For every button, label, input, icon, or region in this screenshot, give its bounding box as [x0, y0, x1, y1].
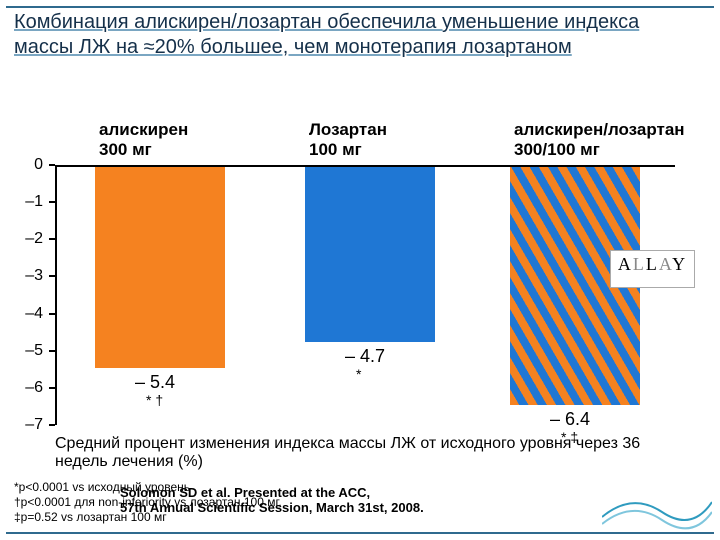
y-tick-label: –4	[0, 305, 43, 323]
y-axis	[55, 165, 57, 425]
group-label-0: алискирен300 мг	[95, 118, 275, 162]
y-tick-mark	[49, 275, 55, 277]
slide-title: Комбинация алискирен/лозартан обеспечила…	[14, 10, 654, 60]
bar-value-0: – 5.4	[135, 372, 175, 393]
y-tick-mark	[49, 313, 55, 315]
bar-0	[95, 167, 225, 368]
bar-sig-1: *	[356, 366, 361, 382]
citation: Solomon SD et al. Presented at the ACC, …	[120, 485, 424, 515]
allay-letter: L	[646, 254, 659, 274]
y-tick-label: –7	[0, 416, 43, 434]
allay-letter: Y	[672, 254, 687, 274]
y-tick-label: –2	[0, 230, 43, 248]
y-tick-mark	[49, 387, 55, 389]
citation-line-2: 57th Annual Scientific Session, March 31…	[120, 500, 424, 515]
allay-letter: A	[618, 254, 633, 274]
bar-sig-0: * †	[146, 392, 163, 408]
group-label-1: Лозартан100 мг	[305, 118, 485, 162]
y-tick-mark	[49, 201, 55, 203]
y-tick-label: –6	[0, 379, 43, 397]
bar-1	[305, 167, 435, 342]
y-tick-mark	[49, 164, 55, 166]
chart-plot-area: 0–1–2–3–4–5–6–7 – 5.4* †– 4.7*– 6.4* ‡	[55, 165, 675, 425]
bar-value-2: – 6.4	[550, 409, 590, 430]
y-tick-label: –1	[0, 193, 43, 211]
x-axis-caption: Средний процент изменения индекса массы …	[55, 435, 675, 471]
y-tick-label: –5	[0, 342, 43, 360]
y-tick-mark	[49, 424, 55, 426]
y-tick-label: 0	[0, 156, 43, 174]
y-tick-mark	[49, 238, 55, 240]
allay-letter: L	[633, 254, 646, 274]
allay-letter: A	[659, 254, 672, 274]
y-tick-label: –3	[0, 267, 43, 285]
y-tick-mark	[49, 350, 55, 352]
allay-logo: ALLAY	[610, 250, 695, 288]
group-label-2: алискирен/лозартан300/100 мг	[510, 118, 690, 162]
bar-value-1: – 4.7	[345, 346, 385, 367]
corner-wave-decoration	[602, 482, 712, 532]
citation-line-1: Solomon SD et al. Presented at the ACC,	[120, 485, 424, 500]
